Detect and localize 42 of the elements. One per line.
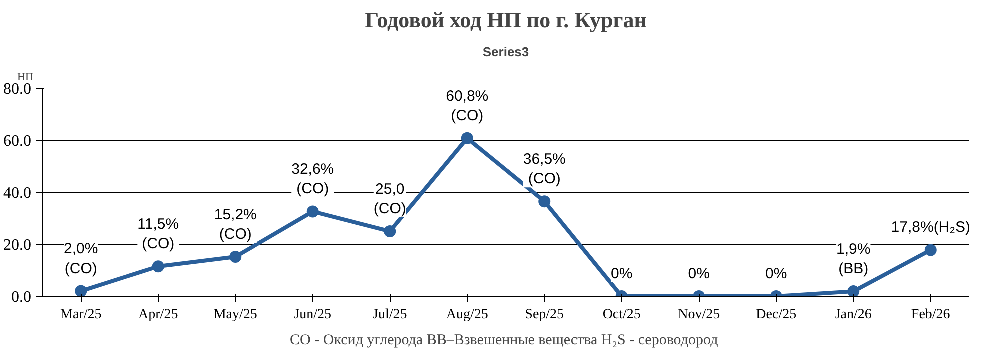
data-label: 25,0 (CO)	[374, 180, 406, 218]
point	[75, 285, 88, 296]
data-label: 0%	[766, 266, 788, 282]
y-tick-label: 40.0	[4, 185, 32, 202]
x-tick-label: Jul/25	[373, 308, 408, 322]
x-tick-label: Oct/25	[602, 308, 641, 322]
point	[924, 244, 937, 256]
data-label: 2,0% (CO)	[64, 240, 98, 278]
x-tick-label: Jun/25	[294, 308, 332, 322]
x-tick-label: Apr/25	[138, 308, 178, 322]
x-tick-label: Mar/25	[60, 308, 102, 322]
data-label: 36,5% (CO)	[523, 151, 566, 188]
data-label: 1,9% (BB)	[836, 241, 871, 278]
data-label: 0%	[611, 266, 633, 282]
data-label: 11,5% (CO)	[138, 216, 180, 253]
y-axis-title: НП	[18, 72, 34, 84]
point	[230, 250, 242, 263]
chart-title: Годовой ход НП по г. Курган	[365, 8, 648, 32]
x-tick-label: Aug/25	[446, 308, 488, 322]
point	[384, 226, 396, 238]
y-tick-label: 60.0	[4, 133, 32, 150]
y-tick-label: 20.0	[4, 237, 32, 254]
x-tick-label: Nov/25	[678, 308, 720, 322]
data-label: 60,8% (CO)	[446, 88, 489, 124]
data-label: 17,8%(H₂S)	[891, 219, 970, 236]
y-tick-label: 80.0	[4, 81, 32, 98]
x-tick-label: Sep/25	[525, 308, 564, 322]
point	[461, 132, 474, 144]
point	[848, 286, 860, 296]
x-tick-label: Feb/26	[911, 308, 950, 322]
x-tick-label: May/25	[214, 308, 258, 322]
point	[306, 206, 319, 218]
data-label: 0%	[688, 266, 710, 282]
x-tick-label: Jan/26	[835, 308, 872, 322]
data-label: 32,6% (CO)	[292, 161, 334, 198]
point	[152, 260, 164, 273]
text: СО - Оксид углерода ВВ–Взвешенные вещества H₂S - сероводород	[290, 332, 719, 348]
y-tick-label: 0.0	[12, 289, 32, 306]
point	[538, 196, 551, 208]
chart-subtitle: Series3	[482, 44, 530, 60]
x-tick-label: Dec/25	[756, 308, 797, 322]
data-label: 15,2% (CO)	[214, 206, 257, 243]
